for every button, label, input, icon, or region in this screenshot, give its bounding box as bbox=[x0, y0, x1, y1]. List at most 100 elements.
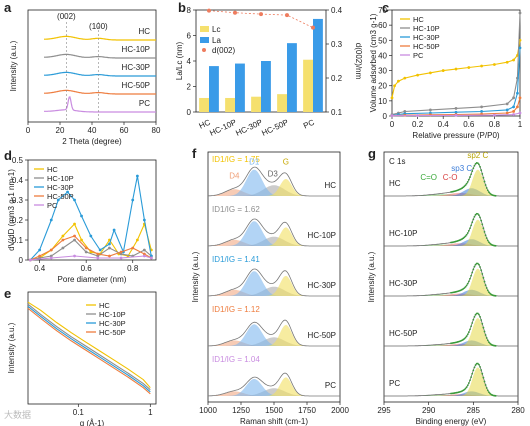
panel-e-frame bbox=[27, 291, 157, 405]
series-point-d bbox=[96, 252, 100, 256]
y-tick-label-b: 8 bbox=[187, 6, 192, 15]
band-d1-f bbox=[208, 378, 340, 396]
data-point-g bbox=[482, 276, 485, 279]
series-point-d bbox=[66, 190, 69, 194]
y-axis-label-g: Intensity (a.u.) bbox=[367, 251, 376, 302]
data-point-g bbox=[465, 182, 468, 185]
data-point-g bbox=[485, 237, 488, 240]
spectrum-f bbox=[208, 319, 340, 347]
data-point-g bbox=[473, 315, 476, 318]
data-point-g bbox=[476, 262, 479, 265]
series-line-d bbox=[29, 175, 152, 261]
band-d1-f bbox=[208, 221, 340, 246]
series-line-d bbox=[30, 222, 152, 261]
y-tick-label-b: 4 bbox=[187, 57, 192, 66]
x-tick-label-g: 290 bbox=[422, 406, 436, 415]
data-point-g bbox=[484, 184, 487, 186]
x-tick-label-f: 1500 bbox=[265, 406, 283, 415]
series-point-c bbox=[390, 96, 394, 100]
data-point-g bbox=[494, 394, 497, 397]
ratio-label-f: ID1/IG = 1.75 bbox=[212, 155, 260, 164]
series-point-d bbox=[108, 254, 111, 258]
y-tick-label-d: 0.5 bbox=[12, 156, 24, 165]
x-axis-label-g: Binding energy (eV) bbox=[416, 417, 487, 426]
series-line-a bbox=[44, 35, 156, 41]
d002-point bbox=[285, 13, 289, 18]
data-point-g bbox=[473, 366, 476, 369]
y-axis-label-e: Intensity (a.u.) bbox=[7, 322, 16, 373]
y2-tick-label-b: 0.4 bbox=[331, 6, 343, 15]
x-axis-label-e: q (Å-1) bbox=[80, 419, 105, 426]
data-point-g bbox=[464, 336, 467, 339]
x-tick-label-g: 285 bbox=[467, 406, 481, 415]
data-point-g bbox=[463, 236, 466, 239]
panel-label-g: g bbox=[368, 146, 376, 161]
ratio-label-f: ID1/IG = 1.12 bbox=[212, 305, 260, 314]
d002-point bbox=[311, 25, 315, 30]
x-tick-label-f: 1000 bbox=[199, 406, 217, 415]
y-tick-label-c: 20 bbox=[378, 82, 387, 91]
series-point-c bbox=[518, 11, 522, 15]
y-tick-label-c: 60 bbox=[378, 21, 387, 30]
spectrum-f bbox=[208, 268, 340, 297]
legend-label-c: HC-50P bbox=[413, 42, 440, 51]
bar-la bbox=[287, 43, 297, 112]
series-point-d bbox=[112, 228, 116, 232]
series-point-c bbox=[505, 102, 509, 106]
legend-label-e: HC-10P bbox=[99, 310, 126, 319]
component-sp2-g bbox=[384, 318, 518, 346]
series-label-a: HC-10P bbox=[122, 45, 150, 54]
series-label-a: PC bbox=[139, 99, 150, 108]
x-tick-label-b: HC-50P bbox=[260, 118, 290, 138]
data-point-g bbox=[478, 363, 480, 366]
data-point-g bbox=[486, 289, 489, 292]
data-point-g bbox=[481, 372, 484, 375]
data-point-g bbox=[464, 184, 467, 187]
y-axis-label-c: Volume adsorbed (cm3 g-1) bbox=[369, 13, 378, 112]
data-point-g bbox=[467, 382, 470, 384]
x-tick-label-g: 295 bbox=[377, 406, 391, 415]
series-point-c bbox=[454, 107, 458, 110]
spectrum-label-f: HC-50P bbox=[308, 331, 336, 340]
data-point-g bbox=[473, 265, 476, 268]
panel-label-f: f bbox=[192, 146, 197, 161]
series-point-d bbox=[84, 246, 88, 250]
legend-label-c: PC bbox=[413, 51, 424, 60]
series-point-c bbox=[505, 111, 509, 115]
y-tick-label-c: 70 bbox=[378, 6, 387, 15]
series-point-d bbox=[142, 248, 146, 252]
legend-label-d002: d(002) bbox=[212, 46, 235, 55]
panel-g-frame bbox=[383, 151, 519, 403]
series-line-a bbox=[44, 53, 156, 59]
series-point-d bbox=[96, 254, 100, 258]
d002-point bbox=[259, 12, 263, 17]
y-tick-label-d: 0.1 bbox=[12, 236, 24, 245]
legend-label-e: HC-30P bbox=[99, 319, 126, 328]
x-tick-label-c: 0 bbox=[390, 120, 395, 129]
data-point-g bbox=[467, 178, 470, 181]
x-tick-label-a: 40 bbox=[88, 126, 97, 135]
series-line-d bbox=[30, 235, 152, 261]
series-point-c bbox=[512, 105, 515, 109]
data-point-g bbox=[472, 318, 475, 321]
data-point-g bbox=[481, 272, 484, 275]
y-tick-label-d: 0.4 bbox=[12, 176, 24, 185]
data-point-g bbox=[472, 218, 475, 221]
data-point-g bbox=[465, 335, 468, 338]
x-tick-label-a: 20 bbox=[56, 126, 65, 135]
series-point-c bbox=[505, 108, 509, 112]
y-tick-label-c: 30 bbox=[378, 67, 387, 76]
x-tick-label-c: 0.8 bbox=[489, 120, 501, 129]
watermark: 大数据 bbox=[4, 409, 31, 420]
y-tick-label-c: 50 bbox=[378, 36, 387, 45]
series-point-c bbox=[512, 96, 515, 100]
data-point-g bbox=[473, 164, 476, 167]
data-point-g bbox=[479, 216, 481, 219]
data-point-g bbox=[494, 194, 497, 197]
data-point-g bbox=[469, 277, 471, 280]
data-point-g bbox=[466, 180, 469, 183]
series-line-c bbox=[391, 12, 521, 116]
series-line-a bbox=[44, 71, 156, 77]
component-co-g bbox=[384, 293, 518, 296]
x-tick-label-f: 2000 bbox=[331, 406, 349, 415]
